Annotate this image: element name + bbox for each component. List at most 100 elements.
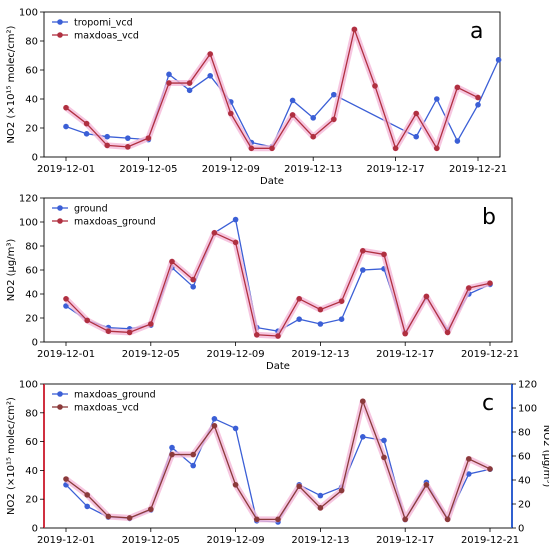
data-point xyxy=(331,116,337,123)
x-tick-label: 2019-12-13 xyxy=(284,164,342,175)
data-point xyxy=(104,142,110,149)
data-point xyxy=(84,317,90,324)
y-axis-label: NO2 (μg/m³) xyxy=(6,239,17,302)
data-point xyxy=(402,330,409,337)
data-point xyxy=(317,306,324,313)
panel-c: 0 20 40 60 80 100 0 20 40 60 80 100 120 2019-12-01 201… xyxy=(6,380,549,547)
plot-frame xyxy=(43,11,501,158)
data-point xyxy=(190,284,196,290)
data-point xyxy=(148,506,154,513)
data-point xyxy=(253,516,260,523)
legend-marker xyxy=(57,19,63,25)
y-tick-label: 100 xyxy=(19,380,38,391)
x-tick-label: 2019-12-09 xyxy=(207,349,265,360)
data-point xyxy=(296,483,303,490)
data-point xyxy=(360,398,366,405)
legend-entry: maxdoas_vcd xyxy=(74,31,139,42)
data-point xyxy=(169,444,175,451)
data-point xyxy=(402,516,409,523)
y-right-tick-label: 0 xyxy=(518,524,524,535)
data-point xyxy=(454,138,461,144)
data-point xyxy=(169,451,175,458)
data-point xyxy=(434,96,440,102)
y-tick-label: 0 xyxy=(32,338,38,349)
y-tick-label: 60 xyxy=(25,66,38,77)
data-point xyxy=(454,84,461,91)
y-tick-label: 120 xyxy=(19,194,38,205)
data-point xyxy=(207,73,213,79)
data-point xyxy=(145,135,152,141)
x-tick-label: 2019-12-05 xyxy=(122,535,180,546)
data-point xyxy=(211,422,218,429)
data-point xyxy=(232,482,239,488)
y-right-tick-label: 80 xyxy=(518,428,531,439)
data-point xyxy=(413,133,420,140)
panel-a: 0 20 40 60 80 100 2019-12-01 2019-12-05 2019-12-… xyxy=(6,8,507,188)
series-line-maxdoas_ground xyxy=(65,417,491,523)
series-glow xyxy=(64,26,480,152)
data-point xyxy=(466,456,472,462)
data-point xyxy=(253,332,260,338)
data-point xyxy=(317,505,324,511)
data-point xyxy=(63,476,69,482)
data-point xyxy=(126,329,133,336)
series-line-ground xyxy=(65,218,491,334)
y-tick-label: 40 xyxy=(25,95,38,106)
data-point xyxy=(228,110,234,117)
data-point xyxy=(351,26,358,33)
data-point xyxy=(444,516,451,523)
y-tick-label: 60 xyxy=(25,266,38,277)
legend-marker xyxy=(57,32,63,38)
y-tick-label: 20 xyxy=(25,124,38,135)
x-tick-label: 2019-12-09 xyxy=(202,164,260,175)
x-tick-label: 2019-12-05 xyxy=(122,349,180,360)
y-tick-label: 0 xyxy=(32,153,38,164)
data-point xyxy=(487,280,493,287)
data-point xyxy=(381,454,387,461)
data-point xyxy=(269,145,275,152)
y-tick-label: 80 xyxy=(25,408,38,419)
y-tick-label: 20 xyxy=(25,314,38,325)
data-point xyxy=(360,248,366,254)
data-point xyxy=(487,466,493,472)
data-point xyxy=(125,135,131,141)
y-right-tick-label: 120 xyxy=(518,380,537,391)
legend-marker xyxy=(57,205,63,211)
data-point xyxy=(248,145,255,152)
panel-letter: a xyxy=(470,19,483,44)
y-tick-label: 40 xyxy=(25,290,38,301)
data-point xyxy=(338,298,345,305)
data-point xyxy=(84,503,90,510)
legend-marker xyxy=(57,404,63,410)
x-tick-label: 2019-12-05 xyxy=(119,164,177,175)
data-point xyxy=(275,516,281,523)
panel-b: 0 20 40 60 80 100 120 2019-12-01 2019-12-05 2019-… xyxy=(6,194,519,373)
data-point xyxy=(289,112,296,118)
data-point xyxy=(475,94,481,101)
data-point xyxy=(381,251,387,258)
data-point xyxy=(126,515,133,521)
x-tick-label: 2019-12-21 xyxy=(461,349,519,360)
x-tick-label: 2019-12-17 xyxy=(367,164,425,175)
x-tick-label: 2019-12-21 xyxy=(461,535,519,546)
data-point xyxy=(289,97,296,104)
data-point xyxy=(83,120,90,127)
series-line-maxdoas_ground xyxy=(65,231,491,337)
data-point xyxy=(392,145,399,152)
data-point xyxy=(83,131,90,137)
data-point xyxy=(381,437,387,444)
y-tick-label: 80 xyxy=(25,37,38,48)
data-point xyxy=(423,482,430,488)
series-glow xyxy=(64,398,492,523)
data-point xyxy=(296,316,303,323)
data-point xyxy=(338,316,345,323)
y-tick-label: 100 xyxy=(19,218,38,229)
data-point xyxy=(148,321,154,327)
data-point xyxy=(232,425,239,432)
data-point xyxy=(444,329,451,336)
data-point xyxy=(207,51,213,57)
y-right-tick-label: 60 xyxy=(518,452,531,463)
data-point xyxy=(413,110,420,117)
legend-entry: tropomi_vcd xyxy=(74,18,133,29)
data-point xyxy=(310,115,317,121)
